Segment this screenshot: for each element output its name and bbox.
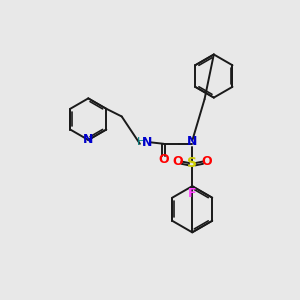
Text: O: O <box>202 155 212 168</box>
Text: N: N <box>187 135 197 148</box>
Text: O: O <box>158 153 169 166</box>
Text: F: F <box>188 187 196 200</box>
Text: N: N <box>83 134 94 146</box>
Text: N: N <box>142 136 152 149</box>
Text: S: S <box>187 156 197 170</box>
Text: H: H <box>137 137 146 147</box>
Text: O: O <box>172 155 183 168</box>
